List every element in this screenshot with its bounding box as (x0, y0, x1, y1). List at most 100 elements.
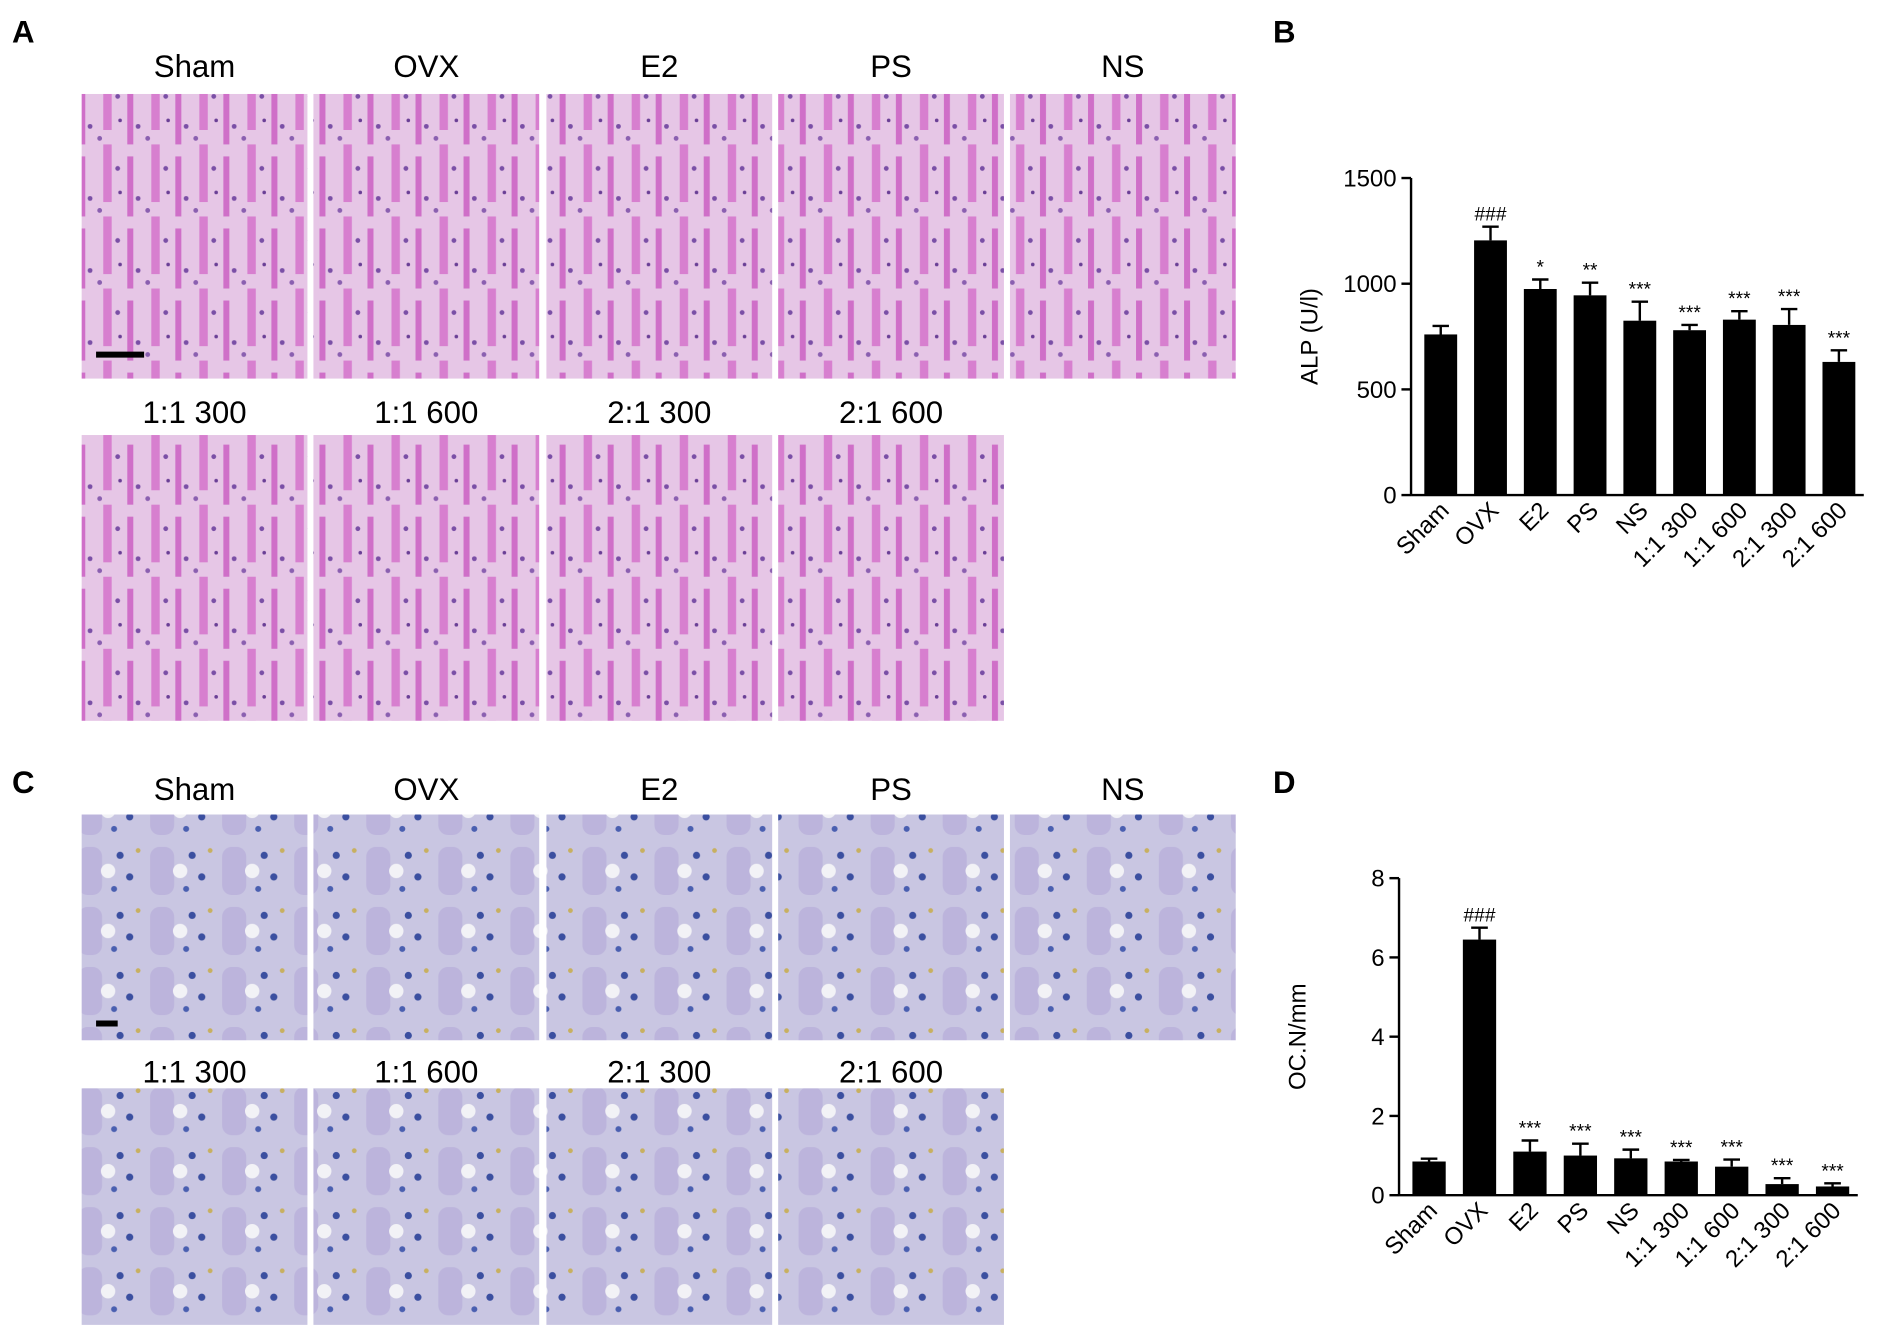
image-title: E2 (640, 49, 678, 84)
bar (1563, 1155, 1598, 1196)
significance-label: *** (1678, 303, 1701, 324)
x-tick-label: PS (1552, 1197, 1594, 1239)
error-bar (1521, 1139, 1539, 1152)
x-tick-label: Sham (1391, 497, 1454, 560)
bar (1474, 240, 1507, 496)
micrograph (81, 814, 308, 1041)
significance-label: *** (1771, 1156, 1794, 1177)
error-bar (1824, 1182, 1841, 1187)
micrograph (313, 814, 540, 1041)
micrograph (778, 1088, 1004, 1325)
micrograph (313, 93, 540, 379)
bar (1715, 1166, 1749, 1196)
bar (1513, 1151, 1547, 1196)
error-bar (1780, 307, 1798, 325)
error-bar (1432, 324, 1449, 335)
significance-label: *** (1569, 1122, 1592, 1143)
micrograph (1009, 93, 1236, 379)
x-tick-label: OVX (1438, 1197, 1493, 1252)
bar (1664, 1161, 1698, 1196)
bar (1523, 288, 1557, 496)
bar (1815, 1186, 1850, 1196)
significance-label: * (1537, 257, 1545, 278)
image-title: 2:1 600 (839, 1054, 943, 1089)
micrograph (1009, 814, 1236, 1041)
micrograph (81, 1088, 308, 1325)
significance-label: *** (1720, 1138, 1743, 1159)
significance-label: *** (1828, 328, 1851, 349)
bar (1765, 1184, 1799, 1196)
micrograph (546, 814, 773, 1041)
image-title: 2:1 600 (839, 395, 943, 430)
panel-label: D (1273, 765, 1296, 800)
significance-label: *** (1728, 289, 1751, 310)
y-tick-label: 0 (1371, 1183, 1384, 1210)
image-title: 1:1 300 (142, 395, 246, 430)
y-axis-label: ALP (U/l) (1296, 288, 1323, 385)
panel-label: A (12, 14, 35, 49)
significance-label: *** (1629, 280, 1652, 301)
panel-label: C (12, 765, 35, 800)
image-title: PS (870, 772, 912, 807)
error-bar (1631, 300, 1649, 321)
micrograph (546, 1088, 773, 1325)
x-tick-label: E2 (1514, 497, 1554, 537)
x-tick-label: PS (1562, 497, 1604, 539)
image-title: PS (870, 49, 912, 84)
bar (1772, 324, 1806, 496)
image-title: 2:1 300 (607, 395, 711, 430)
significance-label: *** (1778, 287, 1801, 308)
micrograph (81, 93, 308, 379)
bar (1614, 1158, 1648, 1196)
error-bar (1581, 281, 1599, 296)
bar (1462, 939, 1497, 1196)
significance-label: *** (1519, 1118, 1542, 1139)
micrograph (778, 435, 1004, 721)
significance-label: ** (1583, 261, 1598, 282)
significance-label: ### (1474, 205, 1506, 226)
significance-label: *** (1670, 1138, 1693, 1159)
image-title: OVX (393, 772, 459, 807)
micrograph (313, 1088, 540, 1325)
error-bar (1723, 1158, 1741, 1167)
error-bar (1572, 1142, 1589, 1156)
micrograph (778, 814, 1004, 1041)
micrograph (313, 435, 540, 721)
y-tick-label: 1500 (1343, 165, 1396, 192)
y-tick-label: 4 (1371, 1024, 1384, 1051)
micrograph (546, 435, 773, 721)
image-title: Sham (154, 772, 236, 807)
y-tick-label: 0 (1383, 482, 1396, 509)
error-bar (1672, 1158, 1690, 1162)
panel-label: B (1273, 14, 1296, 49)
bar (1412, 1161, 1446, 1196)
bar (1573, 295, 1607, 496)
error-bar (1773, 1176, 1791, 1185)
micrograph (778, 93, 1004, 379)
bar (1673, 330, 1707, 496)
image-title: NS (1101, 49, 1144, 84)
bar (1722, 319, 1756, 496)
error-bar (1420, 1157, 1438, 1162)
micrograph (546, 93, 773, 379)
significance-label: *** (1821, 1161, 1844, 1182)
y-axis-label: OC.N/mm (1284, 983, 1311, 1090)
x-tick-label: OVX (1449, 497, 1504, 552)
image-title: E2 (640, 772, 678, 807)
y-tick-label: 6 (1371, 945, 1384, 972)
x-tick-label: E2 (1504, 1197, 1544, 1237)
significance-label: *** (1620, 1128, 1643, 1149)
error-bar (1830, 349, 1848, 362)
image-title: 1:1 300 (142, 1054, 246, 1089)
bar (1822, 361, 1856, 496)
y-tick-label: 500 (1357, 377, 1397, 404)
image-title: OVX (393, 49, 459, 84)
error-bar (1471, 926, 1488, 940)
image-title: 1:1 600 (374, 395, 478, 430)
y-tick-label: 1000 (1343, 271, 1396, 298)
y-tick-label: 2 (1371, 1103, 1384, 1130)
bar (1424, 334, 1458, 496)
error-bar (1482, 225, 1499, 241)
error-bar (1532, 278, 1549, 289)
